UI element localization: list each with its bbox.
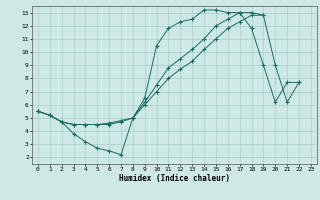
X-axis label: Humidex (Indice chaleur): Humidex (Indice chaleur) <box>119 174 230 183</box>
